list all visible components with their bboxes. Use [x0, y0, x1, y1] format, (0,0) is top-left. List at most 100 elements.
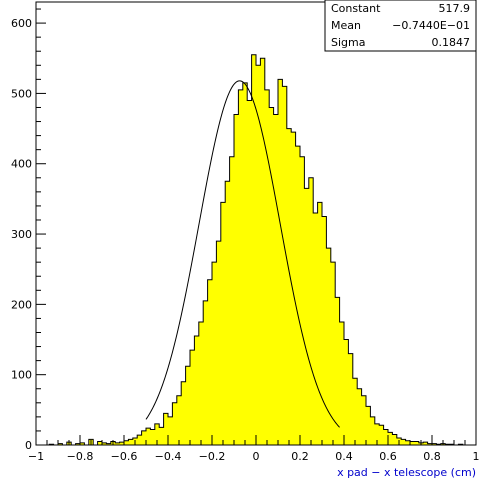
histogram-bin	[75, 443, 80, 445]
x-tick-label: 0.4	[335, 450, 353, 463]
stat-label: Sigma	[331, 36, 365, 49]
x-tick-label: −0.4	[155, 450, 182, 463]
histogram-bin	[348, 353, 353, 445]
histogram-bin	[80, 442, 85, 445]
histogram-bin	[172, 402, 177, 445]
x-tick-label: 1	[473, 450, 480, 463]
stat-value: 0.1847	[432, 36, 471, 49]
histogram-bin	[432, 443, 437, 445]
histogram-bin	[295, 146, 300, 445]
histogram-bin	[203, 300, 208, 445]
histogram-bin	[269, 107, 274, 445]
histogram-bin	[392, 434, 397, 445]
histogram-bin	[308, 177, 314, 446]
histogram-bin	[234, 114, 239, 445]
histogram-bin	[335, 297, 340, 445]
histogram-bin	[291, 132, 296, 446]
histogram-bin	[304, 188, 309, 446]
histogram-bin	[119, 442, 124, 445]
histogram-bin	[326, 248, 331, 445]
histogram-bin	[154, 423, 160, 445]
histogram-bin	[388, 432, 393, 445]
histogram-bin	[225, 181, 230, 446]
histogram-bin	[286, 128, 292, 446]
histogram-bin	[102, 442, 107, 445]
histogram-bin	[282, 86, 287, 445]
histogram-bin	[423, 442, 428, 445]
histogram-bin	[330, 262, 336, 445]
x-tick-label: 0	[253, 450, 260, 463]
histogram-bin	[300, 156, 305, 445]
histogram-bin	[366, 406, 371, 445]
histogram-bin	[374, 423, 380, 445]
x-tick-label: −0.2	[199, 450, 226, 463]
histogram-bin	[238, 89, 243, 446]
histogram-bin	[229, 156, 234, 445]
y-tick-label: 100	[11, 369, 32, 382]
histogram-bin	[410, 441, 415, 445]
histogram-bin	[405, 440, 410, 445]
histogram-bin	[212, 262, 217, 445]
stats-box: Constant 517.9 Mean −0.7440E−01 Sigma 0.1847	[324, 0, 477, 52]
histogram-bin	[344, 339, 349, 445]
histogram-bin	[190, 350, 195, 445]
histogram-bin	[251, 54, 256, 445]
histogram-bin	[370, 416, 375, 445]
histogram-bin	[427, 443, 432, 445]
histogram-bin	[247, 100, 252, 445]
histogram-bin	[159, 427, 164, 445]
histogram-bin	[115, 442, 120, 445]
y-tick-label: 600	[11, 17, 32, 30]
histogram-bin	[141, 430, 146, 445]
histogram-bin	[273, 114, 278, 445]
histogram-bin	[401, 439, 406, 445]
stat-value: 517.9	[439, 2, 471, 15]
y-axis: 0 100 200 300 400 500 600	[11, 8, 46, 452]
histogram-bin	[106, 443, 111, 445]
histogram-bin	[185, 366, 190, 445]
histogram-bin	[198, 321, 204, 445]
histogram-bin	[137, 435, 142, 445]
histogram-bin	[383, 429, 388, 445]
histogram-bin	[207, 279, 212, 445]
stats-box-frame	[324, 0, 477, 52]
histogram-bin	[264, 89, 270, 446]
y-tick-label: 300	[11, 228, 32, 241]
x-tick-label: −1	[28, 450, 44, 463]
y-tick-label: 200	[11, 298, 32, 311]
y-tick-label: 400	[11, 158, 32, 171]
stat-label: Constant	[331, 2, 381, 15]
histogram-bin	[339, 321, 344, 445]
histogram-bin	[317, 202, 322, 445]
histogram-bin	[176, 395, 182, 445]
y-tick-label: 500	[11, 87, 32, 100]
histogram-bin	[242, 82, 248, 445]
x-tick-label: 0.6	[379, 450, 397, 463]
x-tick-label: −0.6	[111, 450, 138, 463]
histogram-bin	[181, 381, 186, 445]
x-tick-label: 0.8	[423, 450, 441, 463]
histogram-bin	[313, 212, 318, 445]
x-axis: −1 −0.8 −0.6 −0.4 −0.2 0 0.2 0.4 0.6 0.8 1	[28, 435, 480, 463]
histogram-bin	[146, 428, 151, 445]
histogram-bin	[220, 202, 226, 445]
histogram-bin	[124, 440, 129, 445]
histogram-bin	[168, 416, 173, 445]
histogram-bin	[58, 443, 63, 445]
histogram-bin	[414, 441, 419, 445]
histogram-bin	[128, 439, 133, 445]
gaussian-fit-curve	[145, 80, 340, 428]
histogram-bin	[194, 336, 199, 445]
histogram-bin	[163, 413, 168, 445]
stat-value: −0.7440E−01	[392, 19, 470, 32]
histogram-bin	[256, 65, 261, 446]
histogram-bin	[357, 388, 362, 445]
histogram-bin	[216, 241, 221, 445]
histogram-bin	[278, 79, 283, 445]
histogram-bin	[322, 216, 327, 445]
histogram-bin	[97, 441, 102, 445]
histogram-bin	[260, 58, 265, 445]
histogram-bin	[150, 429, 155, 445]
x-tick-label: 0.2	[291, 450, 309, 463]
